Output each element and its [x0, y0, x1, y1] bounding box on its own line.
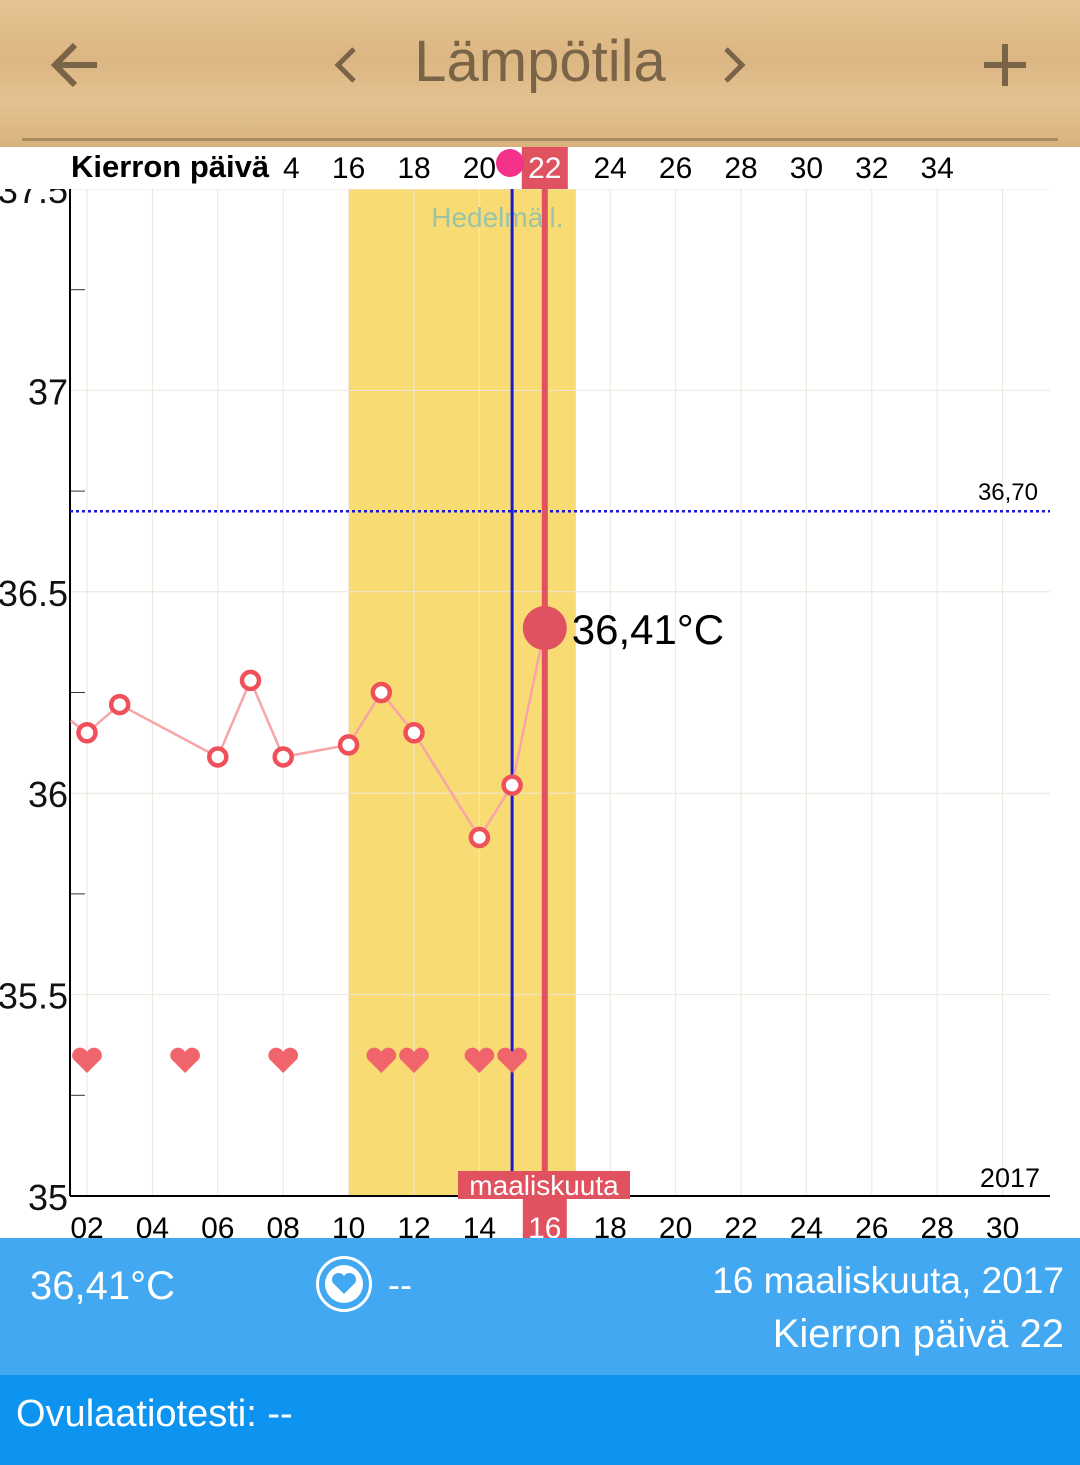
selected-date: 16 maaliskuuta, 2017 — [712, 1260, 1064, 1301]
x-tick-label: 16 — [528, 1212, 561, 1238]
intercourse-value: -- — [388, 1264, 412, 1305]
x-tick-label: 18 — [594, 1212, 627, 1238]
cycle-day-label: 32 — [855, 152, 888, 185]
y-tick-label: 36 — [28, 774, 68, 815]
cycle-day-title: Kierron päivä — [71, 149, 270, 184]
arrow-left-icon — [50, 42, 97, 88]
cycle-day-label: 24 — [594, 152, 627, 185]
data-point — [76, 722, 98, 744]
cycle-day-label: 26 — [659, 152, 692, 185]
heart-icon — [497, 1047, 527, 1073]
chevron-right-icon — [724, 47, 746, 83]
selected-temperature: 36,41°C — [30, 1264, 175, 1308]
ovulation-test-label: Ovulaatiotesti: -- — [16, 1393, 293, 1435]
selected-cycle-day: Kierron päivä 22 — [772, 1312, 1064, 1356]
cycle-day-label: 22 — [528, 152, 561, 185]
header-divider — [22, 138, 1058, 141]
cycle-day-label: 30 — [790, 152, 823, 185]
year-label: 2017 — [980, 1163, 1040, 1193]
x-tick-label: 26 — [855, 1212, 888, 1238]
heart-icon — [399, 1047, 429, 1073]
data-point — [272, 746, 294, 768]
cycle-day-label: 34 — [921, 152, 954, 185]
y-tick-label: 35 — [28, 1177, 68, 1218]
data-point — [370, 681, 393, 704]
x-tick-label: 22 — [724, 1212, 757, 1238]
next-chart-button[interactable] — [710, 20, 760, 110]
selected-day-badge — [522, 1198, 567, 1238]
data-point — [337, 734, 360, 756]
info-panel: 36,41°C -- 16 maaliskuuta, 2017 Kierron … — [0, 1238, 1080, 1375]
heart-icon — [268, 1047, 299, 1073]
y-tick-label: 36.5 — [0, 573, 68, 614]
x-tick-label: 08 — [267, 1212, 300, 1238]
ovulation-test-row[interactable]: Ovulaatiotesti: -- — [0, 1375, 1080, 1465]
selected-data-point — [522, 606, 567, 651]
chevron-left-icon — [334, 47, 356, 83]
x-tick-label: 02 — [70, 1212, 103, 1238]
heart-icon — [366, 1047, 397, 1073]
month-label: maaliskuuta — [469, 1170, 619, 1201]
month-badge — [458, 1171, 630, 1199]
heart-icon — [464, 1047, 495, 1073]
data-point — [468, 826, 491, 849]
intercourse-button[interactable] — [316, 1256, 372, 1312]
plus-icon — [984, 44, 1026, 86]
cycle-day-label: 18 — [397, 152, 430, 185]
cycle-day-label: 20 — [463, 152, 496, 185]
y-tick-label: 35.5 — [0, 976, 68, 1017]
cycle-day-label: 28 — [724, 152, 757, 185]
data-point — [108, 693, 131, 716]
page-title: Lämpötila — [414, 29, 666, 94]
heart-icon — [72, 1047, 102, 1073]
x-tick-label: 20 — [659, 1212, 692, 1238]
x-tick-label: 10 — [332, 1212, 365, 1238]
selected-cycle-day-badge — [521, 147, 568, 189]
cycle-day-label: 4 — [283, 152, 300, 185]
add-button[interactable] — [975, 20, 1035, 110]
x-tick-label: 30 — [986, 1212, 1019, 1238]
x-tick-label: 28 — [921, 1212, 954, 1238]
temperature-chart[interactable]: 3535.53636.53737.5Hedelmäll.36,7036,41°C… — [0, 147, 1080, 1238]
x-tick-label: 14 — [463, 1212, 496, 1238]
heart-icon — [325, 1265, 363, 1303]
app-header: Lämpötila — [0, 0, 1080, 147]
x-tick-label: 12 — [397, 1212, 430, 1238]
period-marker-icon — [496, 149, 524, 177]
data-point — [207, 746, 229, 768]
back-button[interactable] — [40, 20, 110, 110]
x-tick-label: 06 — [201, 1212, 234, 1238]
heart-icon — [170, 1047, 200, 1073]
selected-value-label: 36,41°C — [572, 606, 724, 653]
data-point — [501, 774, 523, 796]
data-point — [239, 669, 262, 692]
y-tick-label: 37 — [28, 371, 68, 412]
cycle-day-label: 16 — [332, 152, 365, 185]
coverline-label: 36,70 — [978, 479, 1038, 506]
prev-chart-button[interactable] — [320, 20, 370, 110]
x-tick-label: 04 — [136, 1212, 169, 1238]
fertile-label: Hedelmäll. — [431, 202, 563, 233]
data-point — [403, 722, 425, 744]
x-tick-label: 24 — [790, 1212, 823, 1238]
